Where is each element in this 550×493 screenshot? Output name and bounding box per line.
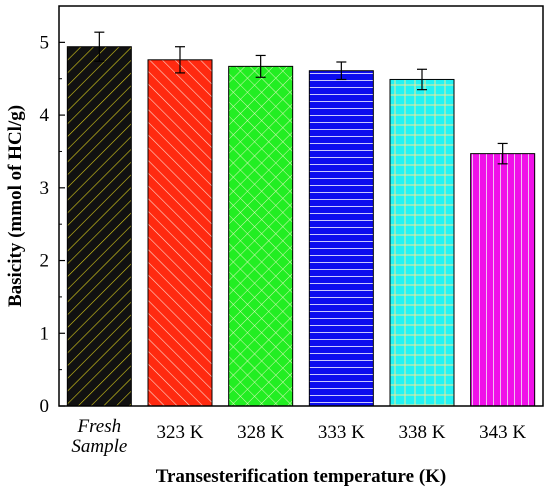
error-bar [336, 61, 347, 81]
y-tick-label: 0 [40, 396, 50, 417]
bars-layer [66, 46, 536, 407]
x-tick-label: 323 K [157, 422, 204, 443]
plot-frame [58, 5, 544, 407]
bar [470, 153, 536, 407]
x-axis-title: Transesterification temperature (K) [156, 466, 447, 487]
x-tick-label: Fresh [77, 416, 122, 437]
x-tick-label: 338 K [399, 422, 446, 443]
bar [66, 46, 132, 407]
bar [228, 65, 294, 407]
error-bars-layer [94, 31, 508, 165]
error-bar [255, 54, 266, 78]
y-tick-label: 4 [40, 105, 50, 126]
y-tick-label: 3 [40, 178, 50, 199]
bar [147, 59, 213, 407]
x-tick-label: Sample [71, 436, 127, 457]
y-axis-title: Basicity (mmol of HCl/g) [5, 105, 26, 307]
y-axis: 0 1 2 3 4 5 [40, 32, 65, 417]
y-tick-label: 5 [40, 32, 50, 53]
x-tick-label: 343 K [479, 422, 526, 443]
x-tick-label: 328 K [237, 422, 284, 443]
y-tick-label: 1 [40, 323, 50, 344]
bar [308, 70, 374, 407]
error-bar [417, 68, 427, 91]
bar [389, 78, 455, 407]
error-bar [497, 142, 508, 165]
y-tick-label: 2 [40, 251, 50, 272]
x-tick-label: 333 K [318, 422, 365, 443]
error-bar [175, 46, 185, 74]
error-bar [94, 31, 105, 62]
